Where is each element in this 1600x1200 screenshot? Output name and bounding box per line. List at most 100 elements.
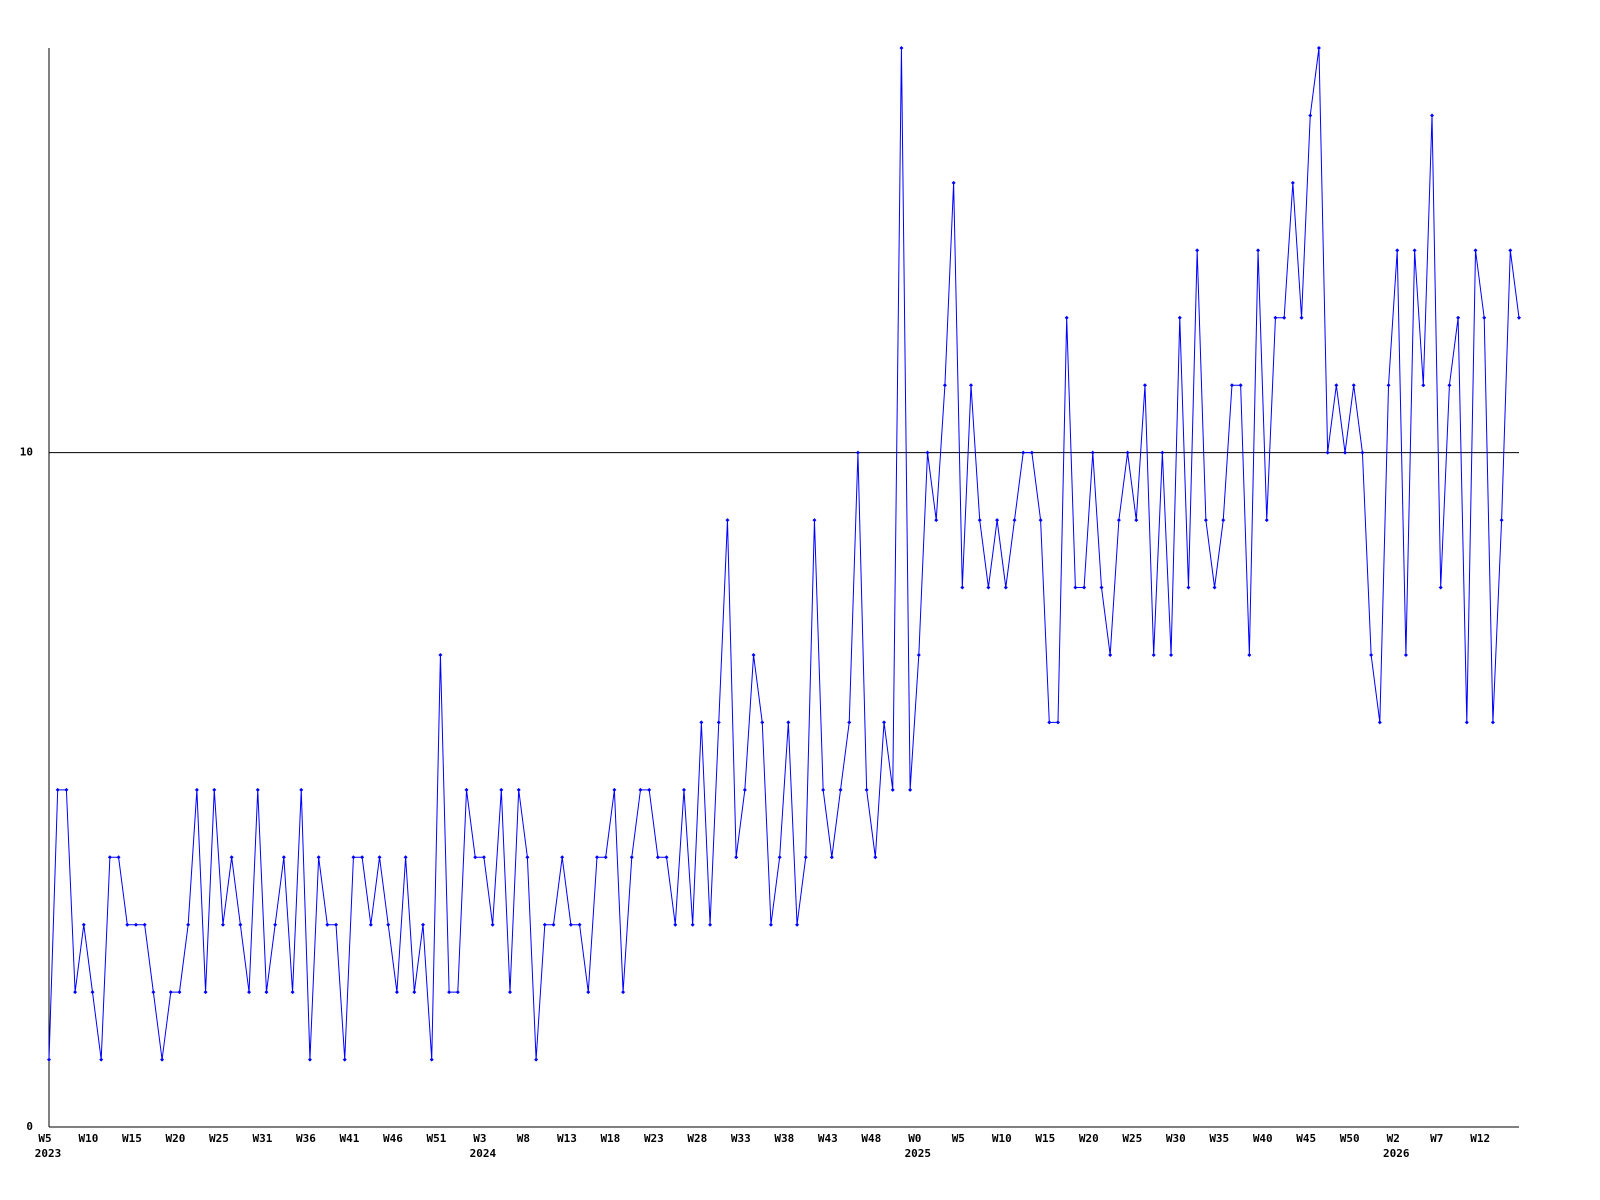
point [1490, 720, 1495, 725]
x-tick-label: W25 [209, 1132, 229, 1145]
point [1073, 585, 1078, 590]
point [334, 922, 339, 927]
point [942, 383, 947, 388]
point [508, 990, 513, 995]
point [786, 720, 791, 725]
point [81, 922, 86, 927]
point [1021, 450, 1026, 455]
point [1064, 315, 1069, 320]
point [577, 922, 582, 927]
point [1412, 248, 1417, 253]
point [1360, 450, 1365, 455]
point [499, 787, 504, 792]
point [1116, 518, 1121, 523]
x-tick-label: W5 [952, 1132, 965, 1145]
x-tick-label: W48 [861, 1132, 881, 1145]
point [1055, 720, 1060, 725]
point [55, 787, 60, 792]
year-label: 2023 [35, 1147, 62, 1160]
point [951, 180, 956, 185]
point [586, 990, 591, 995]
point [1221, 518, 1226, 523]
point [464, 787, 469, 792]
x-tick-label: W15 [1035, 1132, 1055, 1145]
x-tick-label: W3 [473, 1132, 486, 1145]
point [1047, 720, 1052, 725]
point [386, 922, 391, 927]
point [351, 855, 356, 860]
point [560, 855, 565, 860]
point [255, 787, 260, 792]
point [429, 1057, 434, 1062]
point [1003, 585, 1008, 590]
point [1238, 383, 1243, 388]
x-tick-label: W23 [644, 1132, 664, 1145]
point [455, 990, 460, 995]
year-label: 2024 [470, 1147, 497, 1160]
point [203, 990, 208, 995]
point [716, 720, 721, 725]
point [969, 383, 974, 388]
point [829, 855, 834, 860]
point [438, 652, 443, 657]
point [481, 855, 486, 860]
point [160, 1057, 165, 1062]
x-tick-label: W30 [1166, 1132, 1186, 1145]
point [1012, 518, 1017, 523]
point [864, 787, 869, 792]
point [925, 450, 930, 455]
point [821, 787, 826, 792]
point [142, 922, 147, 927]
x-tick-label: W45 [1296, 1132, 1316, 1145]
x-tick-label: W41 [340, 1132, 360, 1145]
point [603, 855, 608, 860]
point [1282, 315, 1287, 320]
point [1369, 652, 1374, 657]
point [177, 990, 182, 995]
point [168, 990, 173, 995]
x-tick-label: W15 [122, 1132, 142, 1145]
x-tick-label: W20 [1079, 1132, 1099, 1145]
point [377, 855, 382, 860]
point [1343, 450, 1348, 455]
point [838, 787, 843, 792]
point [1351, 383, 1356, 388]
point [1264, 518, 1269, 523]
point [368, 922, 373, 927]
x-tick-label: W50 [1340, 1132, 1360, 1145]
point [899, 46, 904, 50]
x-tick-label: W33 [731, 1132, 751, 1145]
point [220, 922, 225, 927]
point [229, 855, 234, 860]
year-label: 2025 [905, 1147, 932, 1160]
point [151, 990, 156, 995]
point [882, 720, 887, 725]
x-tick-label: W5 [38, 1132, 51, 1145]
point [1125, 450, 1130, 455]
point [1464, 720, 1469, 725]
point [1247, 652, 1252, 657]
x-tick-label: W25 [1122, 1132, 1142, 1145]
point [725, 518, 730, 523]
x-tick-label: W10 [992, 1132, 1012, 1145]
point [403, 855, 408, 860]
point [1212, 585, 1217, 590]
point [734, 855, 739, 860]
point [1447, 383, 1452, 388]
point [447, 990, 452, 995]
point [1038, 518, 1043, 523]
point [194, 787, 199, 792]
point [995, 518, 1000, 523]
point [1273, 315, 1278, 320]
x-tick-label: W12 [1470, 1132, 1490, 1145]
point [1517, 315, 1521, 320]
point [1316, 46, 1321, 50]
x-tick-label: W0 [908, 1132, 921, 1145]
point [307, 1057, 312, 1062]
point [699, 720, 704, 725]
point [1082, 585, 1087, 590]
point [873, 855, 878, 860]
point [934, 518, 939, 523]
